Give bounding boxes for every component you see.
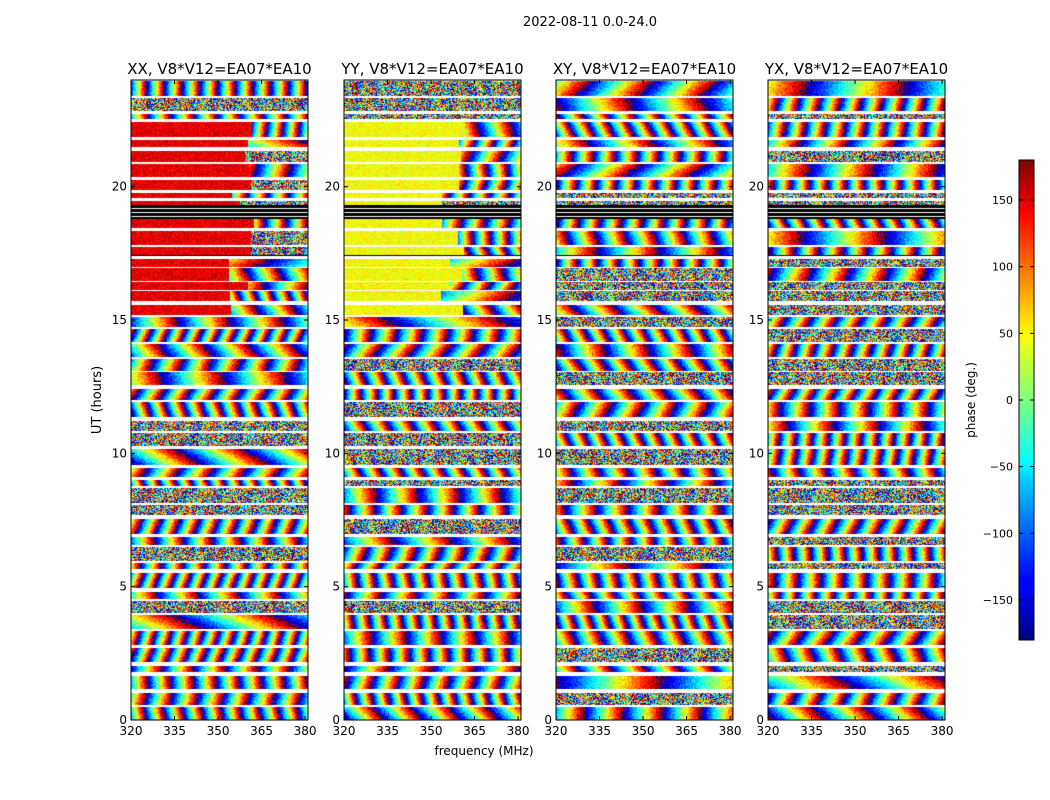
figure-suptitle: 2022-08-11 0.0-24.0 <box>523 15 657 30</box>
phase-heatmap <box>131 80 308 720</box>
x-tick-label: 320 <box>545 724 568 738</box>
x-tick-label: 335 <box>588 724 611 738</box>
x-tick-label: 320 <box>757 724 780 738</box>
colorbar: −150 −100 −50 0 50 100 150 phase (deg.) <box>964 159 1035 641</box>
phase-heatmap-canvas <box>556 80 733 720</box>
y-tick-label: 15 <box>112 313 127 327</box>
x-tick-label: 365 <box>887 724 910 738</box>
y-tick-label: 5 <box>544 580 552 594</box>
colorbar-tick-label: 0 <box>1006 394 1013 407</box>
y-tick-label: 5 <box>119 580 127 594</box>
colorbar-tick-label: 50 <box>999 327 1013 340</box>
panel-1: YY, V8*V12=EA07*EA10 320 335 350 365 380 0 5 10 1… <box>325 60 530 738</box>
y-tick-label: 20 <box>112 180 127 194</box>
x-tick-label: 350 <box>420 724 443 738</box>
x-tick-label: 350 <box>207 724 230 738</box>
x-tick-label: 380 <box>931 724 954 738</box>
colorbar-tick-label: 100 <box>992 261 1013 274</box>
y-tick-label: 5 <box>332 580 340 594</box>
phase-heatmap <box>344 80 521 720</box>
colorbar-ticks: −150 −100 −50 0 50 100 150 <box>983 194 1034 607</box>
x-tick-label: 335 <box>163 724 186 738</box>
y-tick-label: 5 <box>756 580 764 594</box>
colorbar-tick-label: 150 <box>992 194 1013 207</box>
x-tick-label: 320 <box>333 724 356 738</box>
y-tick-label: 10 <box>749 446 764 460</box>
panel-frame <box>767 79 946 721</box>
phase-heatmap-canvas <box>344 80 521 720</box>
x-tick-label: 365 <box>675 724 698 738</box>
panel-3: YX, V8*V12=EA07*EA10 320 335 350 365 380 0 5 10 1… <box>749 60 954 738</box>
y-tick-label: 10 <box>325 446 340 460</box>
x-tick-label: 350 <box>844 724 867 738</box>
x-tick-label: 365 <box>250 724 273 738</box>
y-tick-label: 20 <box>325 180 340 194</box>
panel-0: XX, V8*V12=EA07*EA10 320 335 350 365 380 0 5 10 1… <box>112 60 317 738</box>
colorbar-tick-label: −50 <box>990 461 1013 474</box>
panel-frame <box>343 79 522 721</box>
panels-group: XX, V8*V12=EA07*EA10 320 335 350 365 380 0 5 10 1… <box>112 60 954 738</box>
panel-title: YY, V8*V12=EA07*EA10 <box>340 60 523 78</box>
panel-title: XY, V8*V12=EA07*EA10 <box>553 60 736 78</box>
y-tick-label: 20 <box>537 180 552 194</box>
y-tick-label: 10 <box>112 446 127 460</box>
y-tick-label: 0 <box>544 713 552 727</box>
y-tick-label: 0 <box>756 713 764 727</box>
panel-title: YX, V8*V12=EA07*EA10 <box>764 60 948 78</box>
phase-heatmap <box>768 80 945 720</box>
colorbar-label: phase (deg.) <box>964 362 978 438</box>
panel-frame <box>130 79 309 721</box>
y-tick-label: 0 <box>332 713 340 727</box>
colorbar-tick-label: −150 <box>983 594 1013 607</box>
y-tick-label: 10 <box>537 446 552 460</box>
colorbar-tick-label: −100 <box>983 527 1013 540</box>
x-tick-label: 320 <box>120 724 143 738</box>
panel-title: XX, V8*V12=EA07*EA10 <box>127 60 311 78</box>
x-axis-label: frequency (MHz) <box>434 744 533 758</box>
x-tick-label: 380 <box>294 724 317 738</box>
x-tick-label: 380 <box>507 724 530 738</box>
x-tick-label: 365 <box>463 724 486 738</box>
x-tick-label: 380 <box>719 724 742 738</box>
phase-heatmap-canvas <box>131 80 308 720</box>
panel-2: XY, V8*V12=EA07*EA10 320 335 350 365 380 0 5 10 1… <box>537 60 742 738</box>
y-tick-label: 0 <box>119 713 127 727</box>
panel-frame <box>555 79 734 721</box>
y-axis-label: UT (hours) <box>90 366 105 434</box>
x-tick-label: 335 <box>376 724 399 738</box>
x-tick-label: 350 <box>632 724 655 738</box>
y-tick-label: 15 <box>325 313 340 327</box>
y-tick-label: 15 <box>749 313 764 327</box>
phase-heatmap-canvas <box>768 80 945 720</box>
y-tick-label: 15 <box>537 313 552 327</box>
x-tick-label: 335 <box>800 724 823 738</box>
y-tick-label: 20 <box>749 180 764 194</box>
phase-heatmap <box>556 80 733 720</box>
